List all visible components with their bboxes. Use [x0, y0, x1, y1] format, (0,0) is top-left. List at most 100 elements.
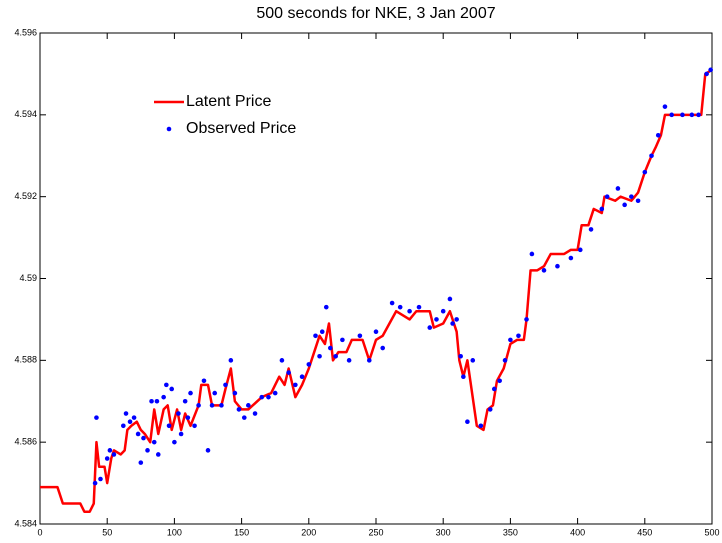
- observed-point: [259, 394, 265, 400]
- y-tick-label: 4.592: [14, 191, 37, 201]
- observed-point: [111, 452, 117, 457]
- y-tick-label: 4.596: [14, 27, 37, 37]
- observed-point: [319, 329, 325, 334]
- observed-point: [655, 132, 661, 138]
- observed-point: [293, 382, 298, 388]
- observed-point: [141, 435, 146, 441]
- observed-point: [172, 439, 177, 445]
- observed-point: [465, 419, 470, 425]
- legend-swatch: [166, 126, 172, 132]
- observed-point: [232, 390, 238, 396]
- observed-point: [478, 423, 484, 429]
- observed-point: [145, 448, 150, 453]
- observed-point: [516, 333, 521, 339]
- observed-point: [266, 394, 271, 400]
- legend-box: [147, 83, 344, 148]
- observed-point: [669, 112, 674, 118]
- observed-point: [209, 403, 215, 408]
- observed-point: [241, 415, 247, 420]
- observed-point: [121, 423, 126, 429]
- observed-point: [228, 358, 234, 363]
- observed-point: [123, 411, 129, 416]
- observed-point: [434, 317, 439, 322]
- observed-point: [447, 296, 453, 302]
- observed-point: [151, 439, 157, 445]
- observed-point: [323, 304, 329, 310]
- observed-point: [161, 394, 166, 400]
- x-tick-label: 300: [436, 527, 451, 537]
- observed-point: [185, 415, 191, 420]
- observed-point: [458, 353, 463, 359]
- observed-point: [622, 202, 627, 208]
- observed-point: [149, 398, 154, 404]
- observed-point: [407, 308, 412, 314]
- observed-point: [704, 71, 709, 77]
- observed-point: [196, 403, 201, 408]
- observed-point: [577, 247, 583, 253]
- x-tick-label: 200: [301, 527, 316, 537]
- observed-point: [286, 370, 291, 375]
- observed-point: [107, 448, 113, 453]
- observed-point: [246, 403, 251, 408]
- observed-point: [328, 345, 333, 351]
- observed-point: [182, 398, 188, 404]
- observed-point: [317, 353, 322, 359]
- observed-point: [340, 337, 345, 343]
- observed-point: [166, 423, 172, 429]
- latent-line: [40, 68, 713, 513]
- observed-point: [470, 358, 476, 363]
- observed-point: [508, 337, 513, 343]
- observed-point: [131, 415, 137, 420]
- observed-point: [696, 112, 701, 118]
- x-tick-label: 0: [37, 527, 42, 537]
- observed-point: [629, 194, 634, 199]
- observed-point: [219, 403, 224, 408]
- observed-point: [252, 411, 258, 416]
- observed-point: [201, 378, 207, 384]
- observed-point: [313, 333, 318, 339]
- x-tick-label: 50: [102, 527, 112, 537]
- observed-point: [92, 480, 98, 486]
- observed-point: [357, 333, 363, 339]
- observed-point: [680, 112, 685, 118]
- observed-point: [615, 186, 621, 191]
- observed-point: [154, 398, 160, 404]
- observed-point: [279, 358, 285, 363]
- y-tick-label: 4.586: [14, 437, 37, 447]
- x-tick-label: 150: [234, 527, 249, 537]
- legend-label: Latent Price: [186, 93, 271, 110]
- observed-point: [397, 304, 403, 310]
- observed-point: [192, 423, 197, 429]
- observed-point: [178, 431, 184, 437]
- observed-point: [427, 325, 433, 330]
- observed-point: [135, 431, 141, 437]
- observed-point: [529, 251, 535, 257]
- observed-point: [461, 374, 466, 380]
- observed-point: [380, 345, 386, 351]
- observed-point: [649, 153, 654, 159]
- observed-point: [416, 304, 422, 310]
- observed-point: [366, 358, 372, 363]
- x-tick-label: 100: [167, 527, 182, 537]
- y-tick-label: 4.584: [14, 518, 37, 528]
- observed-point: [373, 329, 379, 334]
- observed-point: [138, 460, 144, 465]
- observed-point: [588, 227, 594, 232]
- observed-point: [635, 198, 641, 204]
- observed-point: [212, 390, 218, 396]
- y-tick-label: 4.588: [14, 355, 37, 365]
- x-tick-label: 250: [368, 527, 383, 537]
- plot-frame: [39, 32, 713, 525]
- observed-point: [223, 382, 228, 388]
- observed-point: [450, 321, 455, 326]
- observed-point: [487, 407, 493, 412]
- observed-point: [454, 317, 459, 322]
- observed-point: [604, 194, 610, 199]
- observed-point: [642, 169, 648, 175]
- observed-point: [236, 407, 242, 412]
- observed-point: [176, 411, 181, 416]
- observed-point: [164, 382, 169, 388]
- observed-point: [555, 263, 560, 269]
